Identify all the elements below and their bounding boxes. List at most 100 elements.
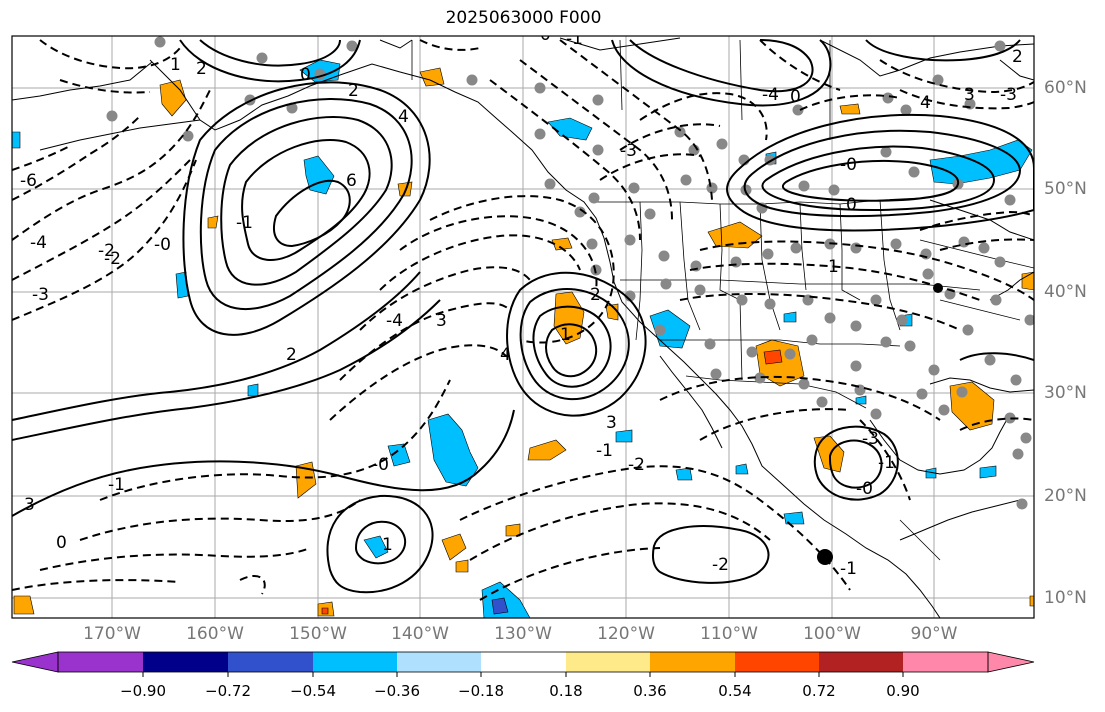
- contour-label: 2: [1012, 47, 1023, 67]
- station-dot: [880, 146, 892, 158]
- contour-label: -1: [596, 441, 613, 461]
- station-dot: [574, 206, 586, 218]
- station-dot: [962, 324, 974, 336]
- station-dot: [828, 184, 840, 196]
- contour-label: -2: [628, 455, 645, 475]
- station-dot: [764, 298, 776, 310]
- station-dot: [704, 338, 716, 350]
- station-dot: [588, 192, 600, 204]
- station-dot: [592, 94, 604, 106]
- contour-label: -0: [840, 155, 857, 175]
- station-dot: [850, 320, 862, 332]
- colorbar-segment: [735, 652, 819, 672]
- station-dot: [890, 238, 902, 250]
- station-dot: [880, 336, 892, 348]
- station-dot: [790, 242, 802, 254]
- colorbar-tick-label: −0.90: [120, 682, 166, 700]
- station-dot: [736, 294, 748, 306]
- station-dot: [882, 92, 894, 104]
- contour-label: -4: [762, 85, 779, 105]
- station-dot: [706, 182, 718, 194]
- longitude-label: 160°W: [186, 624, 244, 644]
- station-dot: [928, 364, 940, 376]
- station-dot: [896, 314, 908, 326]
- latitude-label: 40°N: [1044, 282, 1087, 302]
- contour-label: 6: [346, 171, 357, 191]
- station-dot: [824, 312, 836, 324]
- contour-label: 2: [196, 59, 207, 79]
- station-dot: [586, 238, 598, 250]
- contour-label: -1: [108, 475, 125, 495]
- station-dot: [870, 294, 882, 306]
- longitude-label: 120°W: [597, 624, 655, 644]
- storm-marker: [817, 549, 833, 565]
- station-dot: [754, 372, 766, 384]
- colorbar-tick-label: −0.54: [290, 682, 336, 700]
- colorbar-segment: [58, 652, 143, 672]
- contour-label: -2: [712, 555, 729, 575]
- map-title: 2025063000 F000: [445, 8, 602, 28]
- colorbar-segment: [819, 652, 903, 672]
- contour-label: -3: [1000, 85, 1017, 105]
- height-contours-dashed: [12, 39, 1034, 601]
- station-dot: [1004, 412, 1016, 424]
- colorbar-extend-low: [11, 651, 59, 673]
- station-dot: [660, 278, 672, 290]
- political-borders: [411, 39, 1034, 561]
- contour-label: -6: [20, 171, 37, 191]
- station-dot: [710, 368, 722, 380]
- station-dot: [154, 36, 166, 48]
- longitude-label: 90°W: [910, 624, 958, 644]
- colorbar-segment: [650, 652, 735, 672]
- colorbar-tick-label: 0.36: [633, 682, 667, 700]
- station-dot: [680, 174, 692, 186]
- map-frame: [11, 35, 1035, 619]
- contour-label: -1: [566, 29, 583, 49]
- contour-label: 0: [300, 65, 311, 85]
- colorbar-tick-label: −0.36: [374, 682, 420, 700]
- station-dot: [956, 386, 968, 398]
- colorbar-tick-label: 0.72: [802, 682, 836, 700]
- colorbar: [11, 651, 1035, 677]
- longitude-label: 130°W: [494, 624, 552, 644]
- station-dot: [870, 408, 882, 420]
- station-dot: [534, 128, 546, 140]
- contour-label: -4: [30, 233, 47, 253]
- colorbar-segment: [143, 652, 228, 672]
- colorbar-segment: [481, 652, 566, 672]
- station-dot: [182, 130, 194, 142]
- station-dot: [544, 178, 556, 190]
- contour-label: -3: [620, 141, 637, 161]
- contour-label: 2: [590, 285, 601, 305]
- station-dot: [654, 324, 666, 336]
- coastlines: [12, 37, 1034, 618]
- contour-label: -2: [104, 249, 121, 269]
- station-dot: [1024, 314, 1034, 326]
- longitude-label: 110°W: [700, 624, 758, 644]
- contour-label: 0: [56, 533, 67, 553]
- contour-label: -3: [862, 429, 879, 449]
- station-marker-black: [933, 283, 943, 293]
- contour-label: -2: [98, 241, 115, 261]
- colorbar-outline: [57, 651, 989, 673]
- station-dot: [994, 256, 1006, 268]
- contour-label: 4: [398, 107, 409, 127]
- station-markers: [106, 36, 1034, 510]
- contour-label: 4: [500, 345, 511, 365]
- contour-label: 3: [24, 495, 35, 515]
- station-dot: [850, 360, 862, 372]
- contour-label: -0: [856, 479, 873, 499]
- contour-label: 1: [828, 257, 839, 277]
- station-dot: [628, 182, 640, 194]
- latitude-label: 10°N: [1044, 588, 1087, 608]
- contour-label: 1: [170, 55, 181, 75]
- station-dot: [730, 256, 742, 268]
- colorbar-segment: [397, 652, 481, 672]
- contour-label: -1: [236, 213, 253, 233]
- station-dot: [798, 378, 810, 390]
- station-dot: [798, 180, 810, 192]
- station-dot: [674, 126, 686, 138]
- station-dot: [534, 82, 546, 94]
